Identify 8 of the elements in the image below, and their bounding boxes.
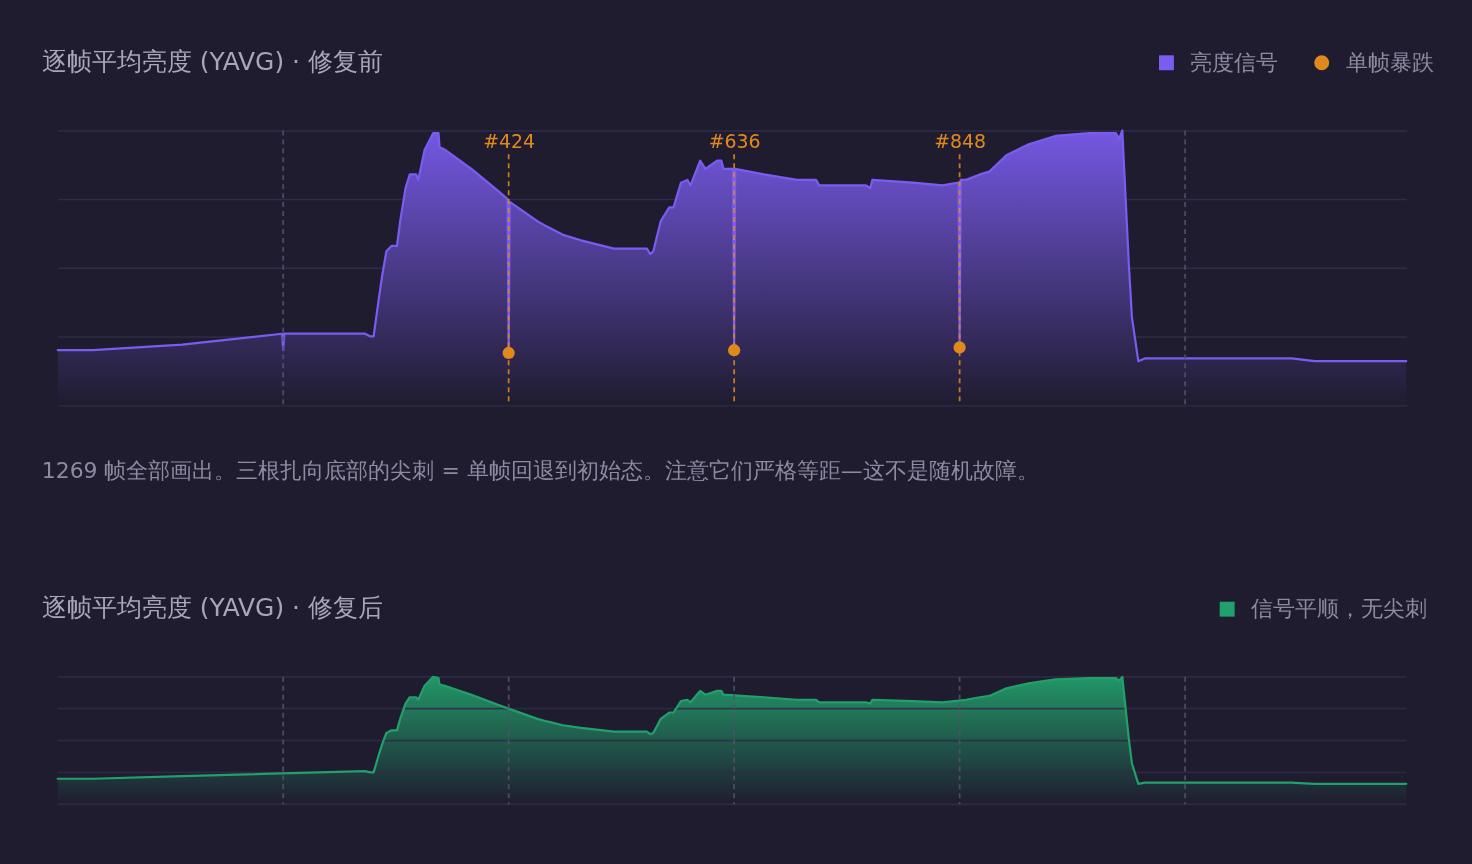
text: 1269 帧全部画出。三根扎向底部的尖刺 = 单帧回退到初始态。注意它们严格等距—这不是随机故障。 <box>41 457 1039 483</box>
chart-title: 逐帧平均亮度 (YAVG) · 修复前 <box>41 46 383 76</box>
legend-label: 亮度信号 <box>1190 49 1279 75</box>
legend-label: 信号平顺，无尖刺 <box>1251 596 1428 622</box>
x-tick-label: #424 <box>483 129 536 152</box>
x-tick-label: #848 <box>934 129 987 152</box>
chart-title: 逐帧平均亮度 (YAVG) · 修复后 <box>41 593 383 623</box>
x-tick-label: #636 <box>708 129 761 152</box>
